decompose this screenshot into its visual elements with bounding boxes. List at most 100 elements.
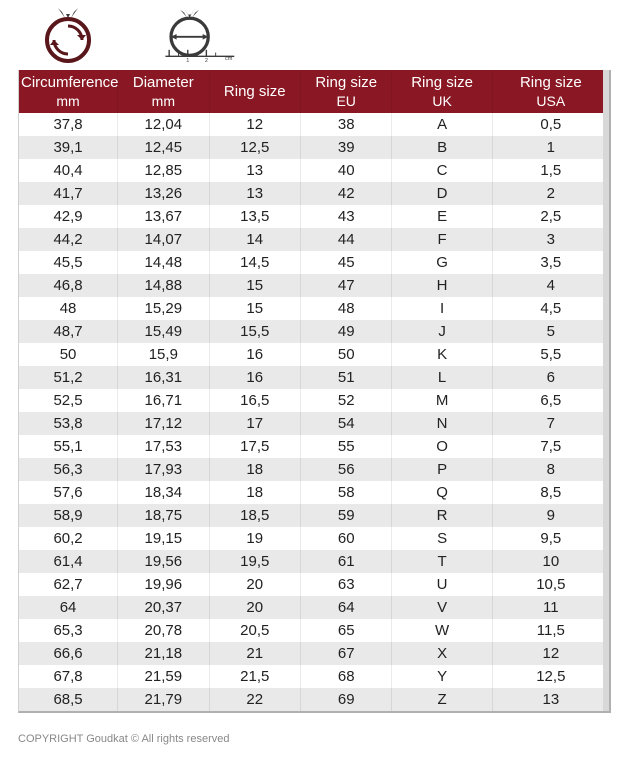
table-cell: 19,15 — [118, 527, 209, 550]
table-cell: 22 — [210, 688, 301, 711]
table-row: 46,814,881547H4 — [19, 274, 609, 297]
table-cell: 50 — [19, 343, 118, 366]
table-cell: C — [392, 159, 492, 182]
table-cell: S — [392, 527, 492, 550]
table-cell: 9 — [493, 504, 609, 527]
table-cell: 6,5 — [493, 389, 609, 412]
table-cell: 19,96 — [118, 573, 209, 596]
table-cell: 21,5 — [210, 665, 301, 688]
table-cell: I — [392, 297, 492, 320]
table-cell: 62,7 — [19, 573, 118, 596]
table-cell: 60,2 — [19, 527, 118, 550]
table-cell: 8 — [493, 458, 609, 481]
table-cell: 63 — [301, 573, 392, 596]
table-cell: 13,5 — [210, 205, 301, 228]
table-cell: Z — [392, 688, 492, 711]
table-cell: 43 — [301, 205, 392, 228]
table-cell: 69 — [301, 688, 392, 711]
table-cell: 5,5 — [493, 343, 609, 366]
table-cell: 1 — [493, 136, 609, 159]
table-cell: 15,49 — [118, 320, 209, 343]
table-cell: 48 — [301, 297, 392, 320]
table-row: 44,214,071444F3 — [19, 228, 609, 251]
table-cell: 20 — [210, 596, 301, 619]
table-row: 56,317,931856P8 — [19, 458, 609, 481]
table-cell: 13 — [493, 688, 609, 711]
table-cell: 42 — [301, 182, 392, 205]
table-cell: 16 — [210, 343, 301, 366]
table-cell: 20,37 — [118, 596, 209, 619]
table-cell: 52,5 — [19, 389, 118, 412]
table-cell: 46,8 — [19, 274, 118, 297]
table-cell: 16 — [210, 366, 301, 389]
table-cell: 18,75 — [118, 504, 209, 527]
table-cell: 59 — [301, 504, 392, 527]
col-header-uk: Ring size UK — [392, 70, 492, 113]
table-cell: 49 — [301, 320, 392, 343]
table-cell: 7 — [493, 412, 609, 435]
table-row: 58,918,7518,559R9 — [19, 504, 609, 527]
table-cell: E — [392, 205, 492, 228]
table-cell: 12,85 — [118, 159, 209, 182]
table-cell: 47 — [301, 274, 392, 297]
table-row: 4815,291548I4,5 — [19, 297, 609, 320]
table-row: 52,516,7116,552M6,5 — [19, 389, 609, 412]
table-cell: 12,45 — [118, 136, 209, 159]
table-cell: 42,9 — [19, 205, 118, 228]
col-header-usa: Ring size USA — [493, 70, 609, 113]
col-header-eu: Ring size EU — [301, 70, 392, 113]
table-cell: 61,4 — [19, 550, 118, 573]
table-cell: R — [392, 504, 492, 527]
table-cell: 67 — [301, 642, 392, 665]
table-cell: 10,5 — [493, 573, 609, 596]
table-row: 45,514,4814,545G3,5 — [19, 251, 609, 274]
table-cell: G — [392, 251, 492, 274]
table-cell: 0,5 — [493, 113, 609, 136]
table-cell: 8,5 — [493, 481, 609, 504]
table-cell: 38 — [301, 113, 392, 136]
table-cell: 7,5 — [493, 435, 609, 458]
table-cell: 45 — [301, 251, 392, 274]
col-header-diameter: Diameter mm — [118, 70, 209, 113]
table-cell: 12 — [210, 113, 301, 136]
table-cell: 64 — [301, 596, 392, 619]
table-cell: 21,79 — [118, 688, 209, 711]
table-cell: 60 — [301, 527, 392, 550]
table-cell: 12,5 — [493, 665, 609, 688]
table-cell: H — [392, 274, 492, 297]
table-cell: 10 — [493, 550, 609, 573]
table-cell: 11 — [493, 596, 609, 619]
table-cell: P — [392, 458, 492, 481]
table-row: 66,621,182167X12 — [19, 642, 609, 665]
ring-diameter-icon: 1 2 cm — [158, 4, 238, 64]
table-cell: 44,2 — [19, 228, 118, 251]
table-header-row: Circumference mm Diameter mm Ring size R… — [19, 70, 609, 113]
table-body: 37,812,041238A0,539,112,4512,539B140,412… — [19, 113, 609, 711]
table-cell: 44 — [301, 228, 392, 251]
table-cell: 20,78 — [118, 619, 209, 642]
ring-size-table: Circumference mm Diameter mm Ring size R… — [18, 70, 611, 713]
table-cell: 17,93 — [118, 458, 209, 481]
table-cell: 3,5 — [493, 251, 609, 274]
table-cell: 12 — [493, 642, 609, 665]
table-cell: L — [392, 366, 492, 389]
table-cell: 51,2 — [19, 366, 118, 389]
table-cell: 1,5 — [493, 159, 609, 182]
table-cell: 15,9 — [118, 343, 209, 366]
table-cell: 39 — [301, 136, 392, 159]
table-cell: 19,56 — [118, 550, 209, 573]
table-cell: 41,7 — [19, 182, 118, 205]
table-cell: 3 — [493, 228, 609, 251]
table-row: 67,821,5921,568Y12,5 — [19, 665, 609, 688]
table-row: 65,320,7820,565W11,5 — [19, 619, 609, 642]
table-row: 61,419,5619,561T10 — [19, 550, 609, 573]
svg-text:1: 1 — [186, 58, 189, 64]
col-header-ringsize: Ring size — [210, 70, 301, 113]
table-row: 42,913,6713,543E2,5 — [19, 205, 609, 228]
table-cell: 15,5 — [210, 320, 301, 343]
table-cell: 16,5 — [210, 389, 301, 412]
table-cell: 56 — [301, 458, 392, 481]
table-cell: 65,3 — [19, 619, 118, 642]
table-cell: 55,1 — [19, 435, 118, 458]
table-cell: B — [392, 136, 492, 159]
